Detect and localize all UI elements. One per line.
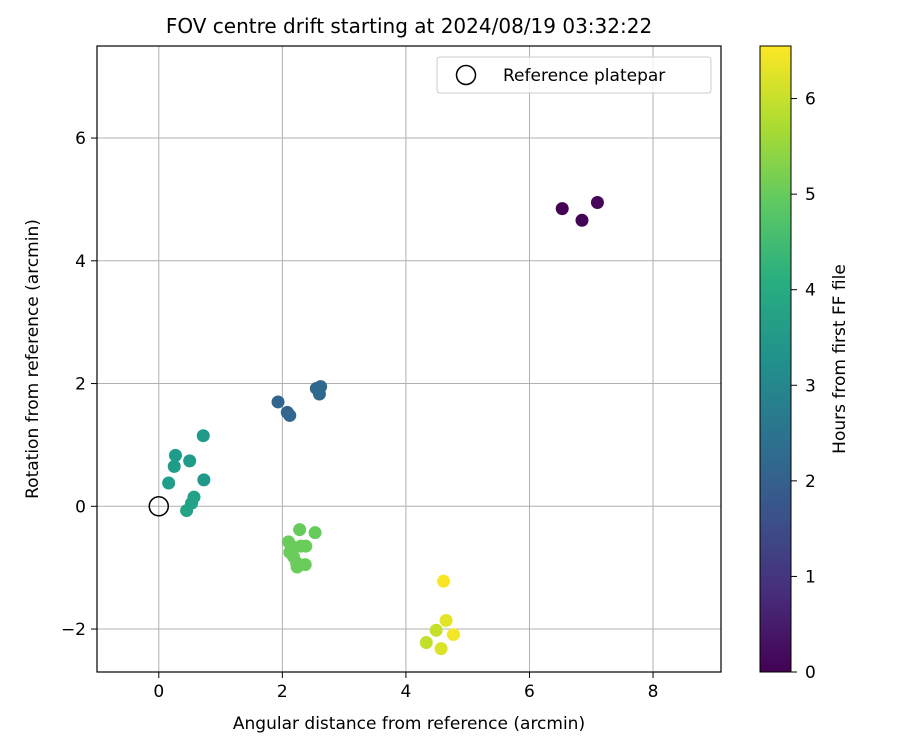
chart-title: FOV centre drift starting at 2024/08/19 …: [166, 14, 652, 38]
x-tick-label: 8: [648, 682, 659, 702]
data-point: [439, 613, 453, 627]
legend-box: [436, 56, 712, 94]
data-point: [283, 408, 297, 422]
y-tick-label: 6: [75, 129, 86, 149]
data-point: [314, 380, 328, 394]
data-point: [434, 642, 448, 656]
data-point: [290, 560, 304, 574]
data-point: [446, 628, 460, 642]
data-point: [162, 476, 176, 490]
legend: Reference platepar: [436, 56, 712, 94]
data-point: [180, 504, 194, 518]
colorbar-tick-label: 6: [805, 90, 816, 110]
y-tick-label: −2: [61, 620, 86, 640]
x-tick-label: 2: [277, 682, 288, 702]
data-point: [299, 539, 313, 553]
x-tick-label: 0: [153, 682, 164, 702]
y-tick-label: 2: [75, 375, 86, 395]
colorbar-tick-label: 0: [805, 663, 816, 683]
x-tick-label: 4: [400, 682, 411, 702]
x-axis-label: Angular distance from reference (arcmin): [233, 714, 585, 734]
data-point: [271, 395, 285, 409]
y-tick-label: 4: [75, 252, 86, 272]
colorbar-label: Hours from first FF file: [830, 264, 850, 454]
colorbar-tick-label: 1: [805, 567, 816, 587]
colorbar-ticks: 0 1 2 3 4 5 6: [791, 90, 816, 683]
colorbar-tick-label: 4: [805, 281, 816, 301]
data-point: [429, 623, 443, 637]
colorbar-tick-label: 2: [805, 472, 816, 492]
grid: [97, 46, 721, 672]
data-point: [308, 526, 322, 540]
data-point: [183, 454, 197, 468]
reference-marker-group: [148, 496, 170, 517]
data-point: [196, 429, 210, 443]
colorbar-tick-label: 5: [805, 185, 816, 205]
data-point: [168, 448, 182, 462]
data-point: [197, 473, 211, 487]
reference-marker: [148, 496, 170, 517]
y-tick-label: 0: [75, 497, 86, 517]
legend-reference-marker: [455, 64, 477, 86]
colorbar: [759, 45, 792, 673]
legend-label: Reference platepar: [503, 66, 665, 86]
data-point: [590, 196, 604, 209]
data-point: [437, 574, 451, 588]
plot-frame: [96, 45, 722, 673]
x-axis-ticks: 0 2 4 6 8: [153, 672, 658, 702]
data-point: [419, 636, 433, 650]
y-axis-label: Rotation from reference (arcmin): [23, 219, 43, 499]
scatter-points: [162, 196, 604, 656]
y-axis-ticks: −2 0 2 4 6: [61, 129, 97, 640]
data-point: [575, 213, 589, 227]
data-point: [293, 523, 307, 537]
data-point: [555, 202, 569, 216]
colorbar-tick-label: 3: [805, 376, 816, 396]
data-point: [167, 459, 181, 473]
x-tick-label: 6: [524, 682, 535, 702]
